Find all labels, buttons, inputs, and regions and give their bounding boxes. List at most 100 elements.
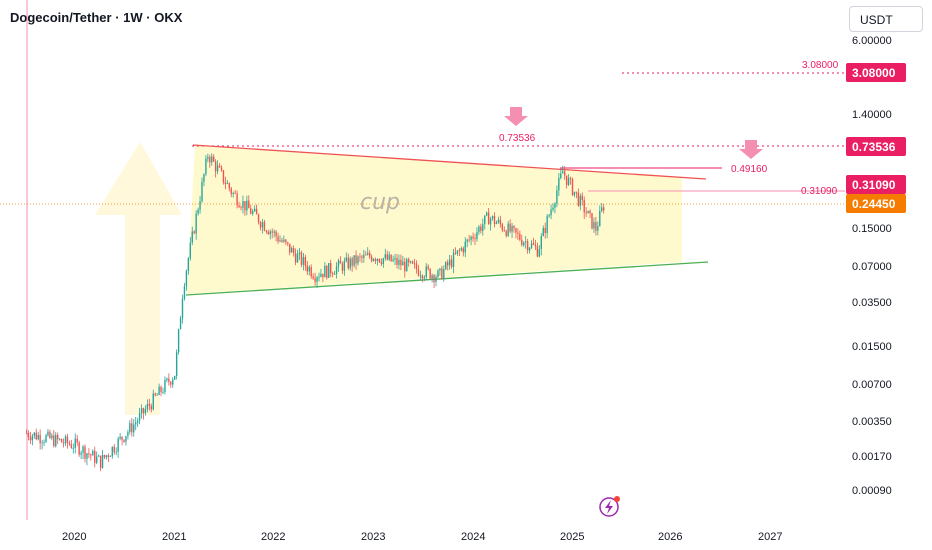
- candle-body: [376, 258, 379, 261]
- candle-body: [197, 209, 199, 214]
- candle-body: [417, 269, 420, 276]
- candle-body: [337, 260, 340, 267]
- candle-body: [458, 250, 461, 252]
- price-tick: 1.40000: [852, 109, 892, 121]
- candle-body: [203, 174, 205, 182]
- candle-body: [66, 436, 69, 444]
- candle-body: [560, 173, 562, 178]
- down-arrow-icon: [504, 107, 528, 126]
- candle-body: [404, 261, 406, 272]
- candle-body: [468, 239, 470, 241]
- resistance-line: [192, 144, 707, 180]
- candle-body: [501, 224, 503, 230]
- candle-body: [90, 454, 92, 456]
- candle-body: [99, 455, 102, 468]
- year-tick: 2021: [162, 531, 186, 543]
- candle-body: [117, 438, 119, 452]
- candle-body: [244, 201, 246, 211]
- candle-body: [328, 263, 330, 278]
- candle-body: [386, 254, 388, 260]
- candle-body: [213, 156, 215, 162]
- candle-body: [298, 252, 301, 255]
- candle-body: [517, 232, 519, 234]
- price-tick: 0.00700: [852, 379, 892, 391]
- candle-body: [242, 201, 244, 208]
- candle-body: [33, 432, 35, 436]
- candle-body: [37, 434, 39, 440]
- candle-body: [538, 249, 541, 257]
- candle-body: [526, 241, 529, 251]
- candle-body: [515, 228, 517, 233]
- candle-body: [447, 262, 449, 266]
- candle-body: [540, 236, 542, 250]
- candle-body: [369, 252, 371, 257]
- candle-body: [511, 225, 513, 232]
- candle-body: [281, 240, 283, 242]
- candle-body: [222, 170, 225, 183]
- candle-body: [248, 200, 250, 209]
- currency-selector[interactable]: USDT: [849, 6, 923, 32]
- candle-body: [448, 259, 451, 266]
- candle-body: [476, 232, 478, 240]
- candle-body: [322, 273, 324, 278]
- candle-body: [324, 265, 326, 278]
- candle-body: [372, 259, 375, 261]
- lightning-icon[interactable]: [599, 496, 620, 517]
- candle-body: [493, 215, 496, 224]
- candle-body: [499, 219, 502, 225]
- candle-body: [306, 265, 308, 272]
- candle-body: [569, 177, 572, 179]
- candle-body: [252, 211, 254, 214]
- candle-body: [47, 431, 49, 436]
- candle-body: [226, 183, 229, 184]
- year-tick: 2025: [560, 531, 584, 543]
- price-tick: 0.15000: [852, 223, 892, 235]
- candle-body: [189, 242, 191, 259]
- candle-body: [94, 450, 96, 463]
- candle-body: [211, 156, 213, 163]
- candle-body: [86, 453, 88, 459]
- candle-body: [238, 205, 240, 208]
- candle-body: [347, 257, 349, 269]
- candle-body: [51, 435, 53, 439]
- candle-body: [103, 454, 106, 458]
- candle-body: [365, 254, 367, 256]
- candle-body: [41, 442, 43, 444]
- candle-body: [29, 437, 32, 441]
- candle-body: [144, 409, 147, 414]
- annotation-0.31090: 0.31090: [801, 186, 838, 197]
- candle-body: [275, 231, 277, 237]
- price-tick: 6.00000: [852, 35, 892, 47]
- candle-body: [160, 386, 162, 393]
- candle-body: [31, 435, 34, 441]
- candle-body: [64, 436, 67, 444]
- candle-body: [285, 239, 287, 243]
- year-tick: 2022: [261, 531, 285, 543]
- candle-body: [378, 258, 381, 263]
- candle-body: [214, 161, 217, 172]
- candle-body: [495, 222, 498, 224]
- candle-body: [472, 236, 474, 239]
- price-tag-0.24450: 0.24450: [846, 194, 906, 213]
- candle-body: [279, 240, 281, 242]
- candle-body: [466, 239, 468, 242]
- candle-body: [419, 275, 422, 277]
- candle-body: [370, 256, 373, 261]
- candle-body: [564, 171, 566, 176]
- candle-body: [136, 420, 139, 423]
- candle-body: [72, 447, 74, 449]
- candle-body: [579, 195, 581, 206]
- candle-body: [125, 436, 127, 442]
- candle-body: [392, 259, 394, 262]
- candle-body: [415, 263, 418, 270]
- candle-body: [236, 193, 238, 206]
- candle-body: [255, 208, 258, 215]
- candle-body: [82, 446, 84, 453]
- candle-body: [330, 263, 332, 274]
- candle-body: [603, 207, 605, 211]
- cup-label: cup: [360, 190, 400, 215]
- chart-title: Dogecoin/Tether · 1W · OKX: [10, 10, 183, 25]
- big-up-arrow-icon: [95, 142, 182, 415]
- candle-body: [427, 266, 429, 269]
